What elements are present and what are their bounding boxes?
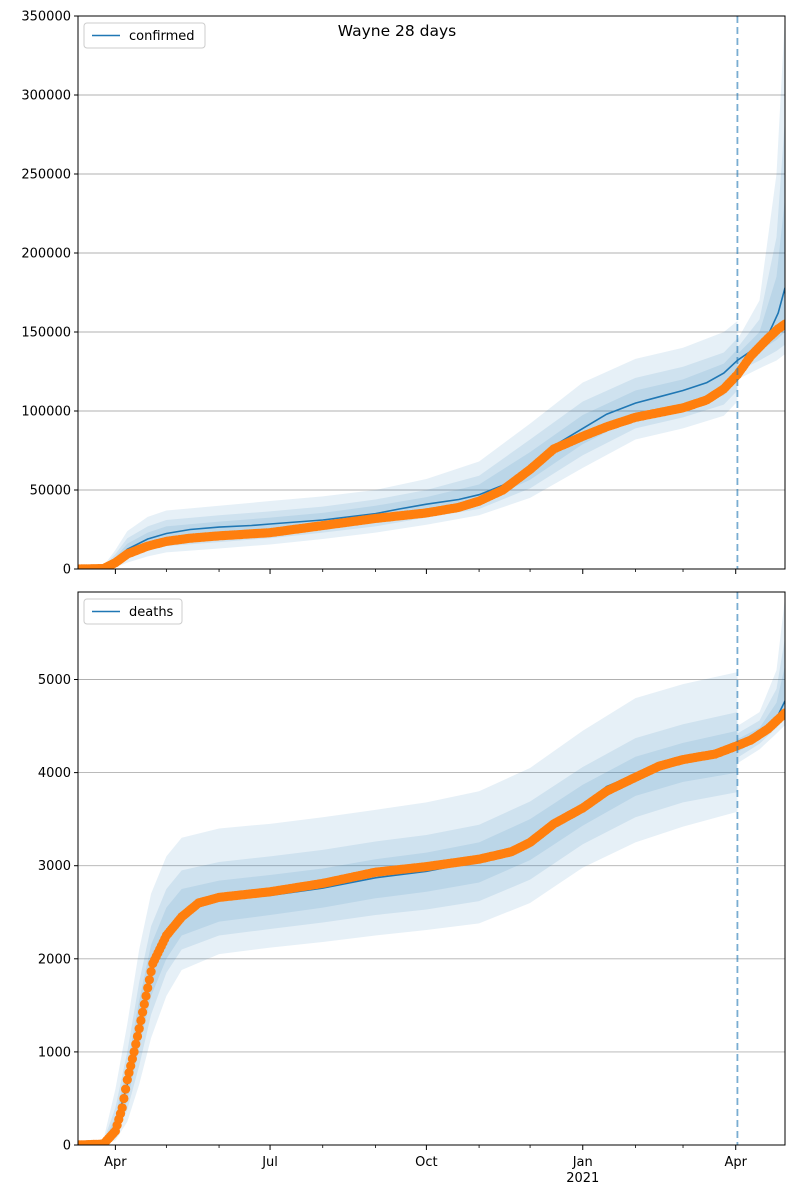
legend: deaths xyxy=(83,598,183,625)
plot-area xyxy=(78,597,785,1145)
x-tick-label: Apr xyxy=(104,1155,127,1170)
y-tick-label: 300000 xyxy=(21,89,71,104)
y-tick-label: 0 xyxy=(63,563,71,578)
y-tick-label: 2000 xyxy=(38,952,71,967)
y-tick-label: 1000 xyxy=(38,1045,71,1060)
observed-point xyxy=(134,1024,144,1034)
y-tick-label: 5000 xyxy=(38,673,71,688)
observed-point xyxy=(780,319,785,329)
observed-point xyxy=(117,1103,127,1113)
observed-point xyxy=(119,1093,129,1104)
observed-point xyxy=(141,991,151,1001)
chart-title: Wayne 28 days xyxy=(338,22,457,40)
observed-points xyxy=(78,319,785,569)
y-tick-label: 0 xyxy=(63,1139,71,1154)
observed-point xyxy=(144,975,154,985)
y-tick-label: 4000 xyxy=(38,766,71,781)
observed-point xyxy=(122,1075,132,1085)
legend-box xyxy=(83,598,183,625)
observed-point xyxy=(121,1084,131,1094)
x-tick-label: Jan xyxy=(572,1155,593,1170)
plot-frame xyxy=(77,591,786,1146)
observed-point xyxy=(129,1047,139,1057)
legend-label: deaths xyxy=(129,605,174,620)
y-tick-label: 3000 xyxy=(38,859,71,874)
y-tick-label: 250000 xyxy=(21,168,71,183)
confidence-band-outer xyxy=(78,597,785,1145)
x-tick-label: Jul xyxy=(261,1155,278,1170)
y-tick-label: 100000 xyxy=(21,405,71,420)
observed-point xyxy=(127,1054,137,1064)
x-tick-sublabel: 2021 xyxy=(566,1171,599,1186)
observed-points xyxy=(78,708,785,1145)
observed-point xyxy=(132,1031,143,1041)
y-tick-label: 50000 xyxy=(30,484,71,499)
confirmed-panel: 0 50000 100000 150000 200000 250000 300000 3500… xyxy=(21,10,786,578)
observed-point xyxy=(146,967,156,977)
observed-point xyxy=(780,708,785,718)
legend-box xyxy=(83,22,206,49)
x-tick-label: Apr xyxy=(724,1155,747,1170)
observed-point xyxy=(138,1007,148,1017)
plot-area xyxy=(78,16,785,569)
legend: confirmed xyxy=(83,22,206,49)
legend-label: confirmed xyxy=(129,29,195,44)
confidence-band-outer xyxy=(78,16,785,569)
y-tick-label: 150000 xyxy=(21,326,71,341)
x-tick-label: Oct xyxy=(415,1155,437,1170)
observed-point xyxy=(136,1015,146,1026)
plot-frame xyxy=(77,15,786,570)
observed-point xyxy=(124,1068,134,1078)
confidence-band-middle xyxy=(78,637,785,1145)
observed-point xyxy=(131,1039,141,1049)
observed-point xyxy=(126,1061,136,1071)
y-tick-label: 350000 xyxy=(21,10,71,25)
observed-point xyxy=(139,999,149,1009)
y-tick-label: 200000 xyxy=(21,247,71,262)
observed-point xyxy=(143,983,153,993)
model-line-confirmed xyxy=(78,287,785,569)
